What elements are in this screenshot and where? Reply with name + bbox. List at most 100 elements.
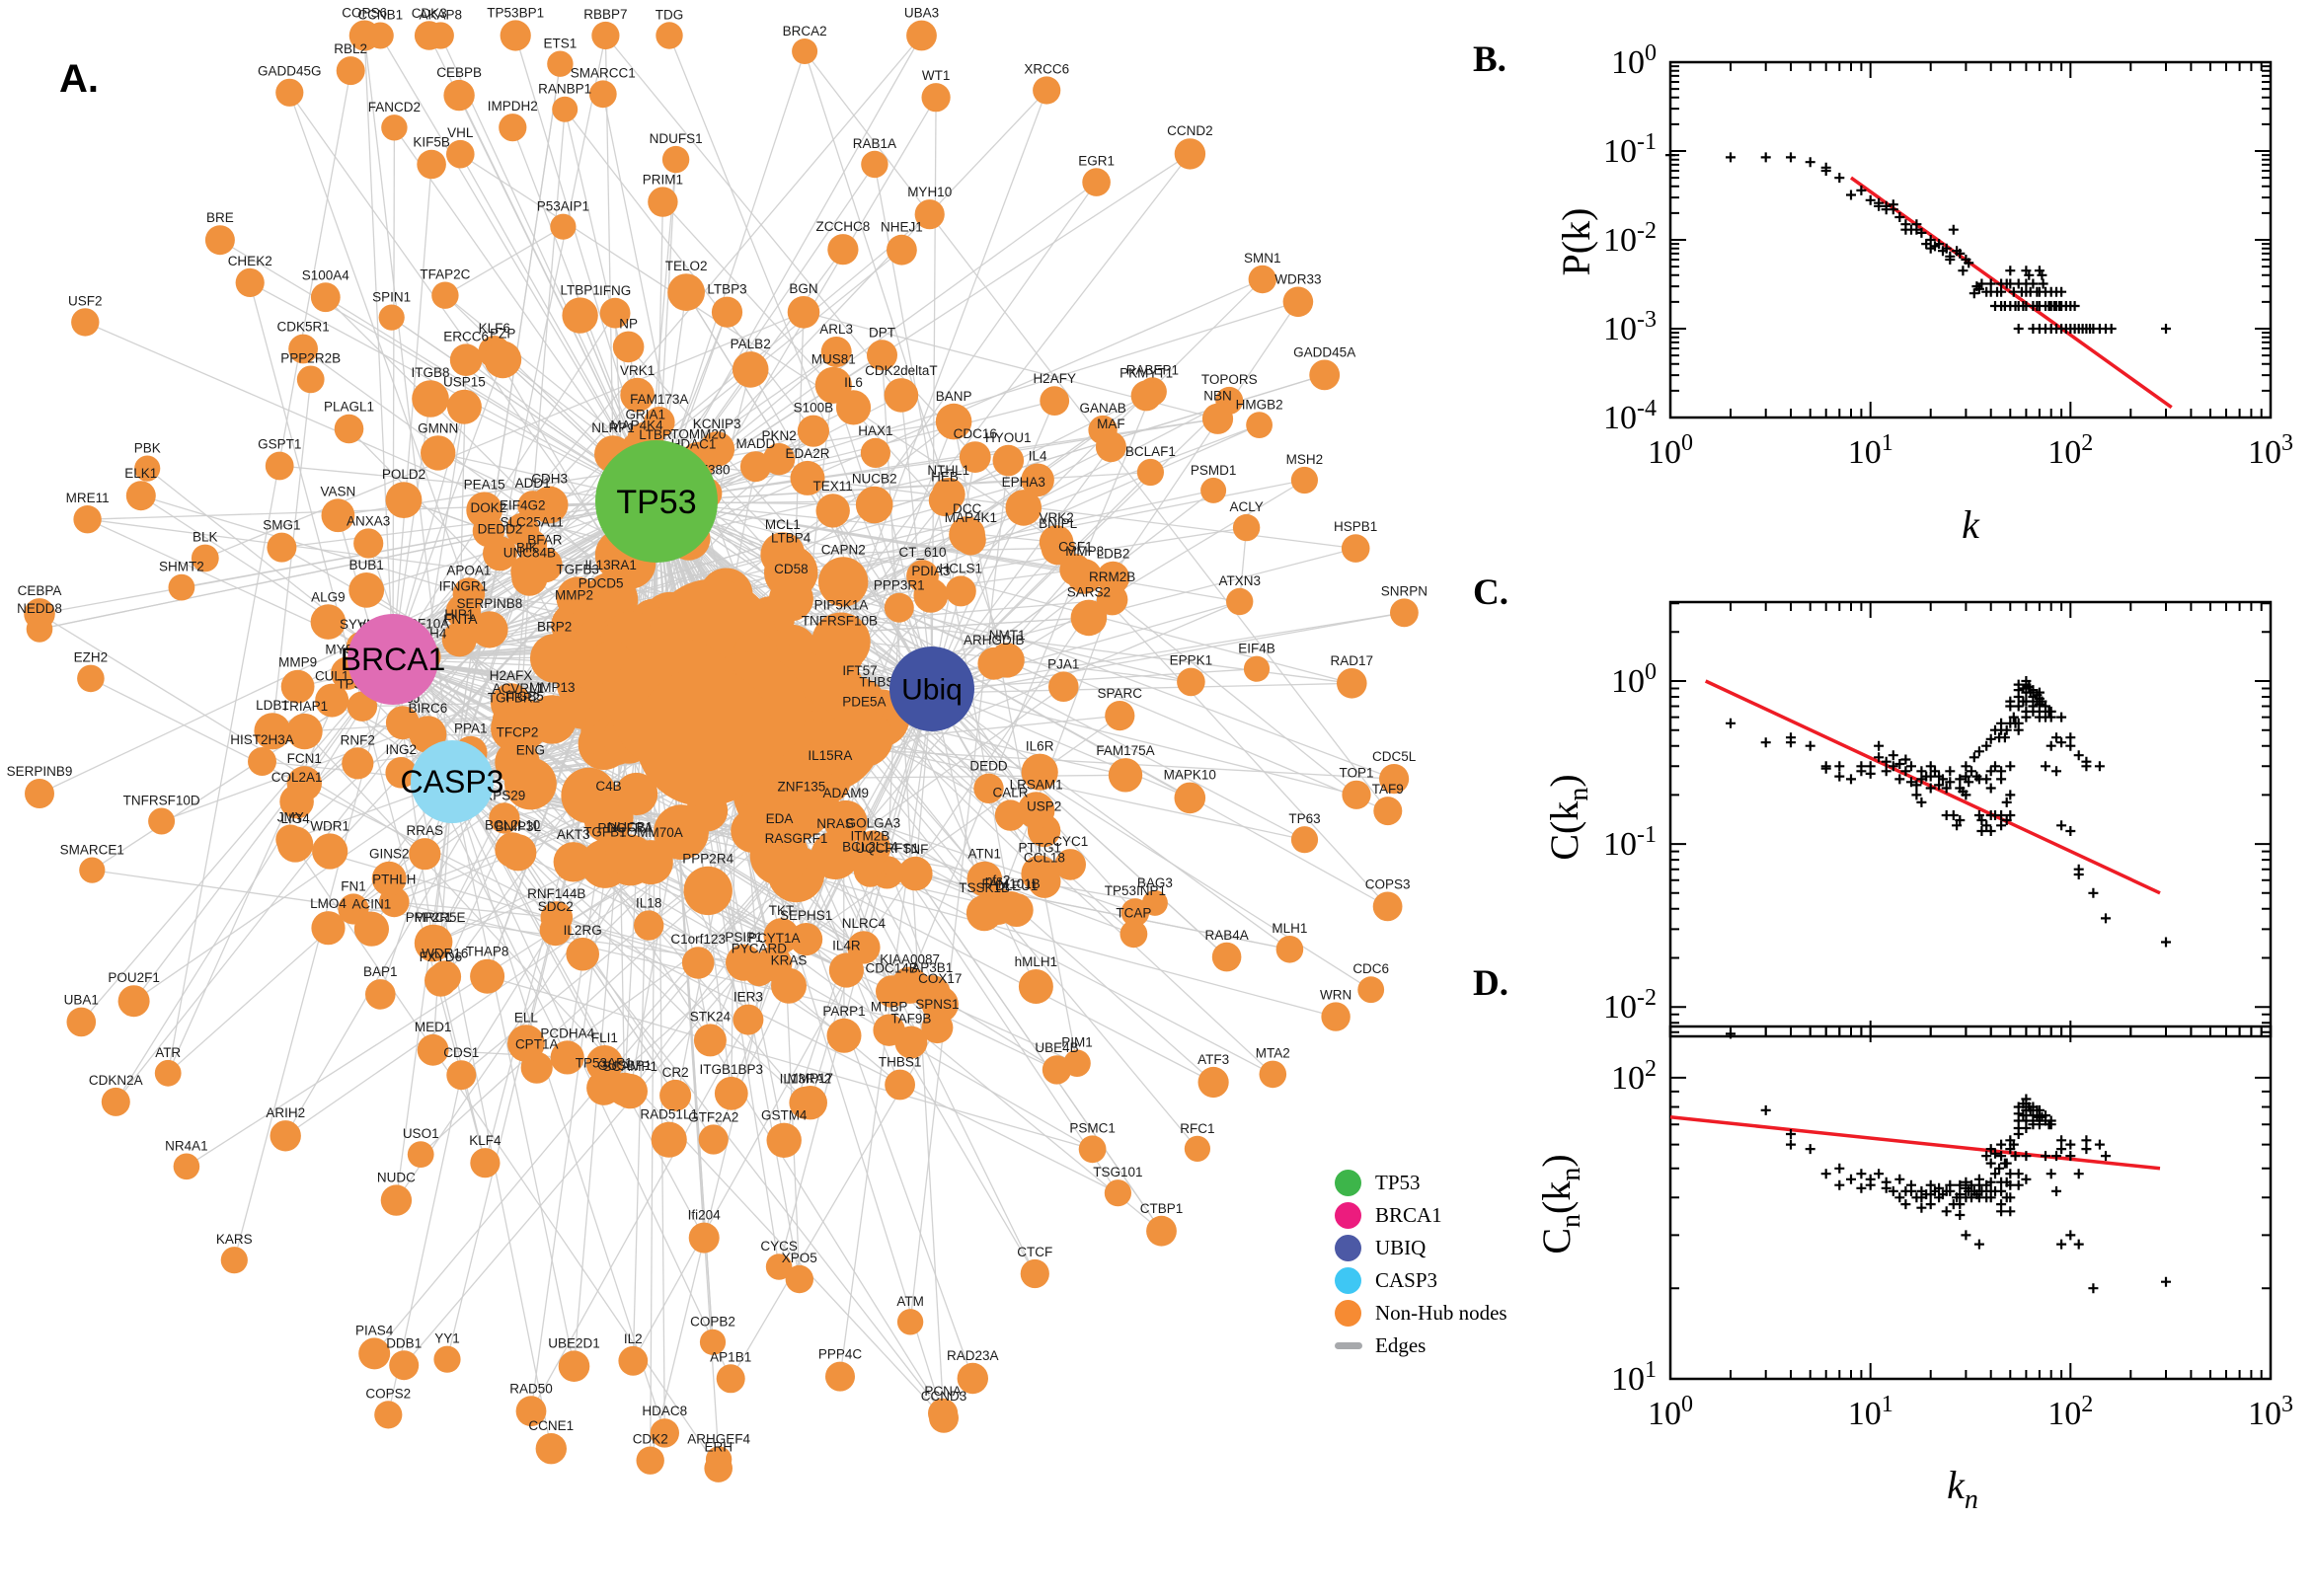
- svg-text:IFT57: IFT57: [842, 663, 877, 678]
- svg-text:USO1: USO1: [403, 1126, 439, 1141]
- svg-text:SPIN1: SPIN1: [372, 290, 411, 305]
- svg-text:LTBP4: LTBP4: [771, 531, 811, 546]
- svg-text:100: 100: [1648, 1392, 1693, 1432]
- svg-text:CDS1: CDS1: [443, 1045, 479, 1060]
- legend-label-tp53: TP53: [1375, 1171, 1421, 1195]
- svg-text:UBE2D1: UBE2D1: [548, 1335, 600, 1350]
- svg-text:PZP: PZP: [490, 326, 515, 341]
- legend-item-ubiq: UBIQ: [1335, 1232, 1591, 1264]
- svg-text:PDCD5: PDCD5: [579, 575, 624, 590]
- svg-text:VRK1: VRK1: [620, 363, 655, 378]
- svg-text:GUSBP1: GUSBP1: [597, 1058, 652, 1073]
- svg-text:CDK2deltaT: CDK2deltaT: [865, 363, 938, 378]
- svg-text:TEX11: TEX11: [813, 479, 853, 494]
- svg-text:MAF: MAF: [1097, 417, 1125, 431]
- svg-text:TFCP2: TFCP2: [497, 725, 539, 740]
- svg-text:COPS3: COPS3: [1365, 877, 1411, 892]
- svg-text:PPP3R1: PPP3R1: [874, 578, 925, 593]
- svg-text:UBA1: UBA1: [64, 993, 99, 1008]
- svg-text:BNIP3L: BNIP3L: [496, 819, 542, 834]
- svg-text:103: 103: [2248, 1392, 2293, 1432]
- svg-text:CDC16: CDC16: [954, 426, 997, 441]
- svg-text:CDC5L: CDC5L: [1372, 749, 1417, 764]
- svg-text:CYCS: CYCS: [760, 1239, 798, 1254]
- svg-text:BRCA1: BRCA1: [341, 642, 446, 677]
- svg-text:MRE11: MRE11: [66, 491, 110, 505]
- legend-item-edges: Edges: [1335, 1330, 1591, 1362]
- svg-text:PPP2R4: PPP2R4: [682, 852, 733, 867]
- svg-text:TOMM70A: TOMM70A: [619, 825, 683, 840]
- svg-text:IL13RA1: IL13RA1: [584, 558, 637, 572]
- svg-text:ITGB1BP3: ITGB1BP3: [700, 1062, 764, 1077]
- svg-text:ATF3: ATF3: [1197, 1052, 1229, 1067]
- svg-text:IER3: IER3: [733, 990, 763, 1005]
- svg-text:GOLGA3: GOLGA3: [846, 815, 901, 830]
- svg-text:AKAP8: AKAP8: [420, 7, 463, 22]
- svg-text:FNTA: FNTA: [443, 612, 477, 627]
- svg-text:RNF144B: RNF144B: [527, 886, 585, 901]
- svg-text:MMP13: MMP13: [529, 680, 576, 695]
- svg-text:RNF2: RNF2: [341, 732, 375, 747]
- svg-text:ARHGDIB: ARHGDIB: [964, 633, 1025, 647]
- svg-text:NEDD8: NEDD8: [17, 601, 62, 616]
- svg-text:GANAB: GANAB: [1079, 401, 1125, 416]
- svg-text:CALR: CALR: [992, 785, 1028, 799]
- legend-label-ubiq: UBIQ: [1375, 1236, 1426, 1260]
- svg-text:ATM: ATM: [896, 1294, 924, 1309]
- svg-text:PSIP1: PSIP1: [725, 930, 762, 945]
- svg-text:TSG101: TSG101: [1093, 1165, 1142, 1179]
- svg-text:IL4: IL4: [1029, 449, 1047, 464]
- svg-text:CCND2: CCND2: [1167, 123, 1213, 138]
- svg-text:PTHLH: PTHLH: [372, 873, 416, 887]
- svg-text:CDH3: CDH3: [531, 472, 568, 487]
- svg-text:IL18: IL18: [636, 895, 661, 910]
- svg-text:RBL2: RBL2: [334, 41, 367, 56]
- legend-item-tp53: TP53: [1335, 1167, 1591, 1199]
- svg-text:ACIN1: ACIN1: [352, 897, 392, 912]
- svg-text:USP15: USP15: [443, 375, 486, 390]
- svg-text:IL2RG: IL2RG: [564, 923, 602, 938]
- hub-node-tp53: TP53: [595, 440, 718, 563]
- svg-text:TNFRSF10B: TNFRSF10B: [802, 614, 878, 629]
- legend-item-casp3: CASP3: [1335, 1264, 1591, 1297]
- svg-text:PPA1: PPA1: [454, 722, 488, 736]
- svg-text:C4B: C4B: [595, 779, 621, 794]
- svg-text:PSMC1: PSMC1: [1069, 1121, 1116, 1136]
- svg-text:ZNF135: ZNF135: [778, 779, 826, 794]
- svg-text:NUDC: NUDC: [377, 1170, 416, 1184]
- svg-text:POU2F1: POU2F1: [108, 970, 160, 985]
- svg-text:PTTG1: PTTG1: [1019, 841, 1062, 856]
- svg-text:WDR1: WDR1: [310, 818, 349, 833]
- svg-text:TAF9: TAF9: [1372, 782, 1404, 797]
- svg-text:SMARCC1: SMARCC1: [571, 65, 636, 80]
- svg-text:10-3: 10-3: [1603, 307, 1657, 347]
- svg-text:SNRPN: SNRPN: [1381, 583, 1428, 598]
- svg-text:KARS: KARS: [216, 1232, 253, 1247]
- svg-text:CAPN2: CAPN2: [821, 542, 866, 557]
- svg-text:TRIAP1: TRIAP1: [281, 699, 328, 714]
- svg-text:USP2: USP2: [1027, 799, 1061, 814]
- svg-text:BGN: BGN: [789, 281, 817, 296]
- svg-text:APOA1: APOA1: [446, 563, 491, 577]
- svg-text:PSMD1: PSMD1: [1191, 463, 1237, 478]
- svg-text:100: 100: [1648, 430, 1693, 471]
- svg-text:HDAC8: HDAC8: [642, 1404, 687, 1418]
- svg-text:MMP9: MMP9: [278, 655, 317, 670]
- svg-text:TP53BP1: TP53BP1: [487, 5, 544, 20]
- svg-text:PRIM1: PRIM1: [643, 172, 683, 187]
- svg-text:RAD50: RAD50: [509, 1381, 553, 1396]
- svg-text:HAX1: HAX1: [858, 423, 892, 438]
- svg-text:TSSK1B: TSSK1B: [959, 880, 1010, 895]
- svg-text:IL4R: IL4R: [832, 938, 861, 952]
- svg-text:CCNE1: CCNE1: [528, 1418, 574, 1433]
- svg-text:IFNGR1: IFNGR1: [439, 579, 489, 594]
- svg-text:FN1: FN1: [341, 879, 366, 894]
- svg-text:YY1: YY1: [434, 1331, 460, 1346]
- svg-text:SMG1: SMG1: [263, 518, 300, 533]
- svg-text:BNIPL: BNIPL: [1039, 516, 1078, 531]
- svg-text:ITM2B: ITM2B: [851, 829, 890, 844]
- svg-text:WDR16: WDR16: [422, 946, 468, 960]
- svg-text:WRN: WRN: [1320, 987, 1351, 1002]
- svg-text:CEBPA: CEBPA: [18, 583, 62, 598]
- svg-text:ATR: ATR: [155, 1045, 181, 1060]
